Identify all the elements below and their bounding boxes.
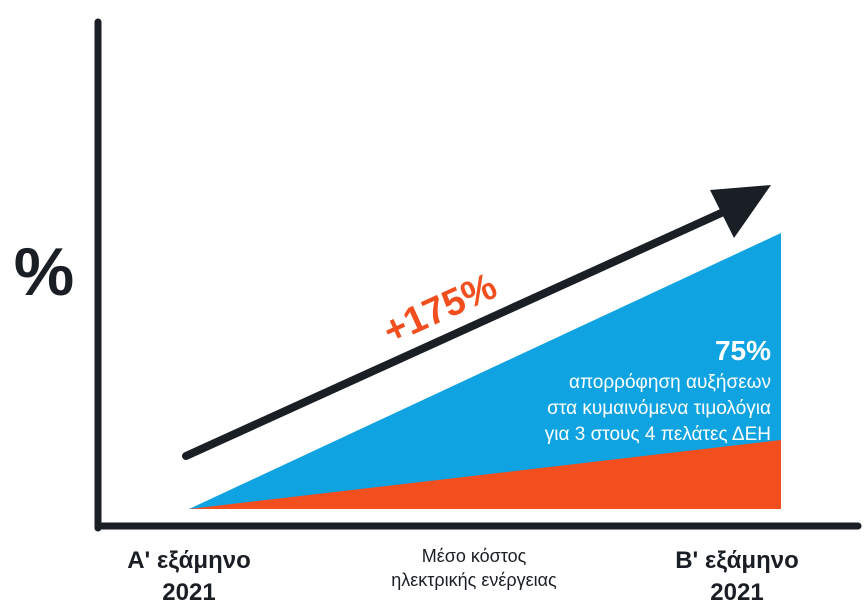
category-label-end-line-1: Β' εξάμηνο — [675, 547, 799, 574]
annotation-line-3: για 3 στους 4 πελάτες ΔΕΗ — [545, 424, 771, 445]
center-label-line-1: Μέσο κόστος — [422, 546, 527, 566]
y-axis-percent-symbol: % — [14, 234, 74, 310]
category-label-start-line-2: 2021 — [162, 579, 215, 606]
annotation-line-1: απορρόφηση αυξήσεων — [569, 372, 771, 393]
annotation-value: 75% — [715, 335, 771, 366]
passed-on-increase-area — [189, 440, 781, 509]
category-label-end-line-2: 2021 — [710, 579, 763, 606]
annotation-line-2: στα κυμαινόμενα τιμολόγια — [547, 398, 771, 419]
trend-arrow-shaft — [182, 205, 734, 460]
center-label-line-2: ηλεκτρικής ενέργειας — [391, 570, 557, 590]
absorbed-increase-area — [189, 233, 781, 509]
trend-arrow-head — [710, 185, 771, 238]
category-label-start-line-1: Α' εξάμηνο — [127, 547, 251, 574]
